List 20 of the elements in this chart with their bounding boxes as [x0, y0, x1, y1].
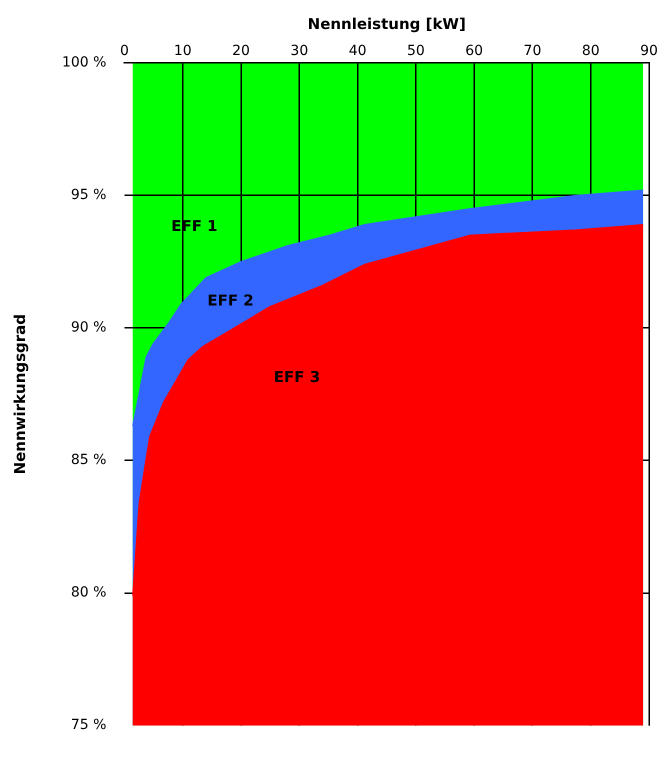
series-label: EFF 2: [207, 291, 254, 310]
y-tick-label: 75 %: [70, 717, 106, 734]
x-tick-label: 60: [465, 43, 484, 60]
x-tick-label: 0: [120, 43, 129, 60]
y-tick-label: 90 %: [70, 320, 106, 336]
y-tick-label: 80 %: [70, 584, 106, 601]
x-tick-label: 20: [232, 43, 250, 60]
y-tick-label: 100 %: [62, 54, 106, 70]
x-axis-title: Nennleistung [kW]: [308, 14, 466, 33]
y-axis-title: Nennwirkungsgrad: [10, 314, 29, 474]
x-tick-label: 70: [524, 43, 542, 60]
x-tick-label: 80: [582, 43, 600, 60]
x-tick-label: 30: [290, 43, 308, 60]
y-tick-label: 95 %: [70, 187, 106, 203]
y-tick-label: 85 %: [70, 452, 106, 468]
x-tick-label: 40: [348, 43, 367, 60]
x-tick-label: 10: [174, 43, 192, 60]
x-tick-label: 90: [640, 43, 658, 60]
series-label: EFF 3: [274, 368, 320, 386]
x-tick-label: 50: [406, 43, 425, 60]
